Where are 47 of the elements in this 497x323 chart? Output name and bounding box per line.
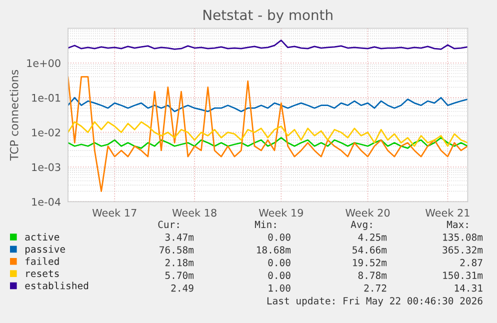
text: 76.58m [160, 246, 194, 254]
text: 4.25m [358, 233, 387, 241]
y-tick-label: 1e-03 [32, 163, 60, 172]
y-tick-label: 1e-02 [32, 128, 60, 136]
legend-label: passive [25, 245, 65, 255]
x-tick-label: Week 20 [346, 208, 390, 217]
text: Min: [254, 220, 276, 228]
line-series [68, 121, 468, 147]
text: 3.47m [165, 233, 194, 241]
line-series [68, 40, 468, 50]
y-tick-label: 1e+00 [27, 59, 60, 68]
text: 365.32m [442, 246, 483, 254]
text: 5.70m [165, 272, 194, 280]
text: Last update: Fri May 22 00:46:30 2026 [267, 296, 482, 306]
y-tick-label: 1e-01 [32, 94, 60, 102]
text: 18.68m [257, 246, 291, 254]
text: 2.87 [460, 258, 482, 266]
text: 19.52m [353, 258, 387, 266]
text: 0.00 [268, 233, 290, 241]
x-tick-label: Week 17 [92, 208, 136, 217]
y-axis-title: TCP connections [10, 70, 18, 161]
text: 2.72 [364, 284, 386, 292]
text: 1.00 [268, 284, 290, 292]
legend-label: failed [26, 257, 59, 265]
legend-label: active [25, 233, 60, 241]
text: 150.31m [443, 272, 483, 280]
legend-label: established [25, 282, 88, 290]
text: Cur: [158, 220, 179, 228]
text: Avg: [350, 220, 372, 230]
line-series [68, 96, 468, 112]
y-tick-label: 1e-04 [32, 198, 60, 206]
text: 0.00 [268, 258, 290, 266]
text: 8.78m [358, 272, 387, 280]
x-tick-label: Week 21 [426, 208, 470, 217]
text: Max: [446, 220, 468, 228]
text: 2.49 [171, 284, 194, 292]
text: 0.00 [268, 272, 290, 280]
x-tick-label: Week 19 [258, 208, 303, 217]
line-series [68, 137, 468, 149]
text: 2.18m [165, 258, 194, 266]
text: 14.31 [454, 284, 482, 292]
x-tick-label: Week 18 [172, 208, 216, 217]
line-series [68, 76, 468, 192]
text: 54.66m [352, 246, 387, 254]
text: 135.08m [443, 233, 483, 241]
legend-label: resets [26, 270, 59, 278]
chart-title: Netstat - by month [204, 9, 332, 23]
